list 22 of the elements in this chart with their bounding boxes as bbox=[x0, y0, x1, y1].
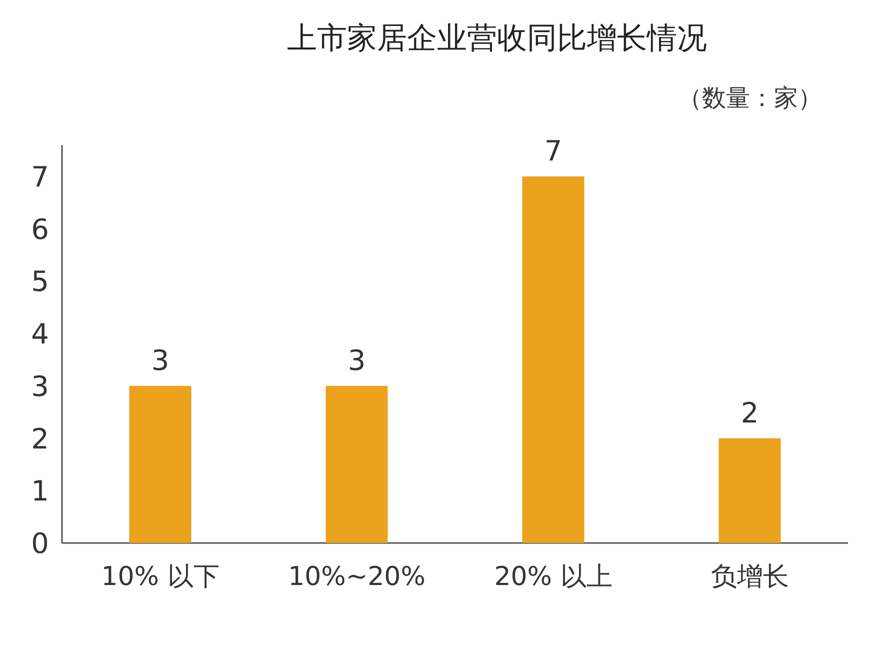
y-tick-label: 1 bbox=[31, 474, 49, 508]
bar bbox=[129, 386, 192, 543]
y-tick-label: 6 bbox=[31, 212, 49, 246]
chart-subtitle: （数量：家） bbox=[678, 84, 822, 112]
x-tick-label: 10%~20% bbox=[288, 562, 426, 592]
data-label: 7 bbox=[544, 134, 562, 168]
x-tick-label: 负增长 bbox=[710, 562, 789, 592]
y-tick-label: 5 bbox=[31, 265, 49, 298]
y-tick-label: 0 bbox=[31, 527, 49, 560]
bar bbox=[522, 176, 584, 543]
x-tick-label: 20% 以上 bbox=[494, 562, 612, 592]
bar bbox=[326, 386, 388, 543]
y-tick-label: 4 bbox=[31, 318, 49, 351]
data-label: 2 bbox=[740, 396, 759, 430]
chart-title: 上市家居企业营收同比增长情况 bbox=[287, 21, 707, 56]
data-label: 3 bbox=[151, 344, 170, 377]
y-tick-label: 7 bbox=[31, 160, 49, 194]
x-tick-label: 10% 以下 bbox=[101, 562, 220, 592]
data-label: 3 bbox=[348, 344, 366, 377]
y-tick-label: 2 bbox=[31, 422, 49, 456]
bar bbox=[718, 438, 781, 543]
y-tick-label: 3 bbox=[31, 370, 49, 403]
